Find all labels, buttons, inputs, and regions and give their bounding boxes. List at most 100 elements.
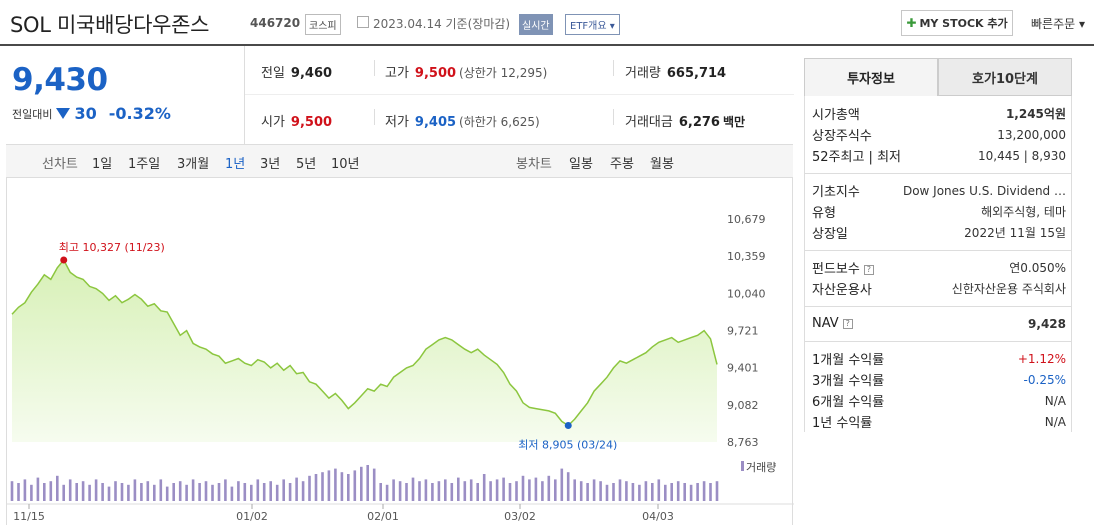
volume-bar xyxy=(275,484,279,501)
volume-bar xyxy=(444,479,447,501)
add-my-stock-label: MY STOCK 추가 xyxy=(919,17,1008,30)
info-row: 52주최고 | 최저 10,445 | 8,930 xyxy=(805,145,1071,166)
volume-bar xyxy=(321,472,324,501)
volume-bar xyxy=(612,483,615,501)
volume-bar xyxy=(114,481,117,501)
stock-code: 446720 xyxy=(250,16,301,30)
volume-bar xyxy=(379,483,382,501)
volume-bar xyxy=(372,468,376,501)
x-tick-label: 03/02 xyxy=(504,510,536,523)
volume-bar xyxy=(631,483,635,501)
period-10y[interactable]: 10년 xyxy=(331,157,360,172)
volume-bar xyxy=(385,484,389,501)
info-row: 시가총액 1,245억원 xyxy=(805,103,1071,124)
price-chart[interactable]: 10,679 10,359 10,040 9,721 9,401 9,082 8,763 최고… xyxy=(6,178,794,525)
volume-bar xyxy=(508,483,512,501)
volume-bar xyxy=(534,477,538,501)
nav-label: NAV xyxy=(812,316,839,331)
candle-daily[interactable]: 일봉 xyxy=(569,157,593,172)
volume-bar xyxy=(68,479,72,501)
volume-bar xyxy=(340,472,344,501)
down-arrow-icon xyxy=(56,108,71,119)
x-tick-label: 04/03 xyxy=(642,510,674,523)
candle-weekly[interactable]: 주봉 xyxy=(610,157,634,172)
volume-bar xyxy=(159,479,163,501)
volume-bar xyxy=(75,483,78,501)
period-5y[interactable]: 5년 xyxy=(296,157,317,172)
volume-bar xyxy=(676,481,680,501)
candle-chart-label: 봉차트 xyxy=(516,157,552,172)
y-tick-label: 10,040 xyxy=(727,287,766,300)
volume-bar xyxy=(250,484,253,501)
info-value: -0.25% xyxy=(1023,372,1066,387)
info-row: 1개월 수익률 +1.12% xyxy=(805,348,1071,369)
volume-bar xyxy=(23,479,27,501)
volume-bar xyxy=(127,484,130,501)
info-value: 13,200,000 xyxy=(997,127,1066,142)
period-1d[interactable]: 1일 xyxy=(92,157,113,172)
info-label: 3개월 수익률 xyxy=(812,374,885,389)
volume-bar xyxy=(664,484,667,501)
volume-bar xyxy=(592,479,596,501)
volume-bar xyxy=(657,479,661,501)
help-icon[interactable]: ? xyxy=(863,264,874,275)
period-3m[interactable]: 3개월 xyxy=(177,157,210,172)
period-1y[interactable]: 1년 xyxy=(225,157,246,172)
y-tick-label: 8,763 xyxy=(727,436,759,449)
volume-bar xyxy=(515,481,518,501)
tab-investment-info[interactable]: 투자정보 xyxy=(804,58,938,96)
volume-bar xyxy=(101,483,104,501)
y-tick-label: 9,401 xyxy=(727,362,759,375)
info-row: 상장주식수 13,200,000 xyxy=(805,124,1071,145)
volume-bar xyxy=(353,470,357,501)
high-price: 고가 9,500 (상한가 12,295) xyxy=(385,66,548,81)
volume: 거래량 665,714 xyxy=(625,66,727,81)
volume-bar xyxy=(62,484,65,501)
add-my-stock-button[interactable]: ✚ MY STOCK 추가 xyxy=(901,10,1013,36)
volume-bar xyxy=(301,481,305,501)
volume-bar xyxy=(702,481,706,501)
prev-close: 전일 9,460 xyxy=(261,66,333,81)
price-change: 전일대비 30 -0.32% xyxy=(12,104,171,123)
volume-bar xyxy=(418,481,421,501)
realtime-badge[interactable]: 실시간 xyxy=(519,14,553,35)
volume-legend-swatch xyxy=(741,461,744,471)
volume-bar xyxy=(554,479,557,501)
tab-orderbook[interactable]: 호가10단계 xyxy=(938,58,1072,96)
info-row: 3개월 수익률 -0.25% xyxy=(805,369,1071,390)
x-tick-label: 02/01 xyxy=(367,510,399,523)
volume-bar xyxy=(334,468,337,501)
volume-bar xyxy=(360,466,363,501)
volume-bar xyxy=(502,477,505,501)
quick-order-dropdown[interactable]: 빠른주문 ▾ xyxy=(1031,17,1085,31)
info-row: 자산운용사 신한자산운용 주식회사 xyxy=(805,278,1071,299)
volume-bar xyxy=(43,483,46,501)
volume-bar xyxy=(638,484,641,501)
help-icon[interactable]: ? xyxy=(842,318,853,329)
period-3y[interactable]: 3년 xyxy=(260,157,281,172)
info-label: 1년 수익률 xyxy=(812,416,873,431)
volume-bar xyxy=(424,479,428,501)
volume-bar xyxy=(651,483,654,501)
volume-bar xyxy=(211,484,214,501)
volume-bar xyxy=(431,483,434,501)
info-row: 6개월 수익률 N/A xyxy=(805,390,1071,411)
candle-monthly[interactable]: 월봉 xyxy=(650,157,674,172)
info-value: 2022년 11월 15일 xyxy=(964,226,1066,240)
etf-overview-dropdown[interactable]: ETF개요 ▾ xyxy=(565,14,620,35)
high-label: 최고 10,327 (11/23) xyxy=(59,241,165,254)
info-row: 1년 수익률 N/A xyxy=(805,411,1071,432)
period-1w[interactable]: 1주일 xyxy=(128,157,161,172)
current-price: 9,430 xyxy=(12,62,108,98)
volume-bar xyxy=(709,483,712,501)
info-label: 1개월 수익률 xyxy=(812,353,885,368)
investment-info-panel: 투자정보 호가10단계 시가총액 1,245억원 상장주식수 13,200,000 52… xyxy=(804,58,1072,458)
volume-bar xyxy=(625,481,628,501)
info-label: 펀드보수? xyxy=(812,258,874,277)
volume-bar xyxy=(495,479,499,501)
info-row: 상장일 2022년 11월 15일 xyxy=(805,222,1071,243)
volume-bar xyxy=(262,483,266,501)
volume-bar xyxy=(94,479,98,501)
volume-bar xyxy=(327,470,331,501)
volume-bar xyxy=(217,483,221,501)
